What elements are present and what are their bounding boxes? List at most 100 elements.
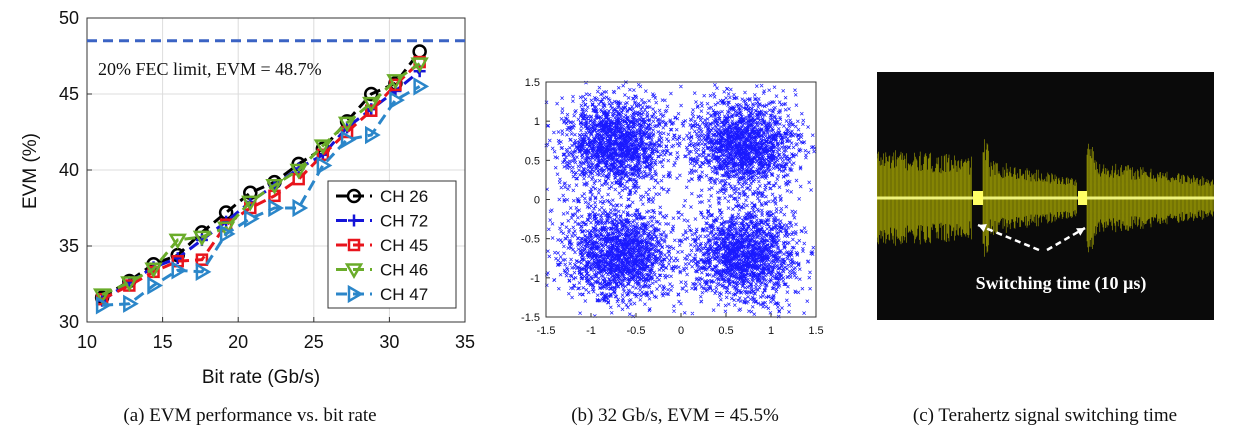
data-point [192,230,212,247]
waveform-trace [877,139,1214,257]
x-tick-label: -0.5 [627,325,646,337]
x-tick-label: 10 [77,332,97,352]
y-tick-label: -0.5 [521,234,540,246]
y-tick-label: 50 [59,8,79,28]
y-tick-label: -1 [530,273,540,285]
caption-c: (c) Terahertz signal switching time [912,405,1178,426]
x-tick-label: 1 [768,325,774,337]
data-point [292,198,309,218]
x-tick-label: -1 [586,325,596,337]
switching-arrows [977,223,1086,252]
data-point [123,294,139,313]
data-point [265,178,284,195]
data-point [219,224,236,244]
data-point [171,261,188,280]
tick-labels: -1.5 -1 -0.5 0 0.5 1 1.5 -1.5 -1 -0.5 0 0.5 1 1.5 [521,77,824,337]
x-tick-label: 25 [304,332,324,352]
legend-marker [348,214,360,227]
data-point [292,172,305,186]
data-point [365,104,378,117]
y-tick-label: 45 [59,84,79,104]
y-tick-label: 40 [59,160,79,180]
data-point [289,163,308,180]
axes [86,17,466,323]
data-point [313,139,333,156]
x-tick-label: 1.5 [808,325,823,337]
x-tick-label: 35 [455,332,475,352]
data-point [268,198,284,218]
legend-marker [346,188,362,204]
tick-labels: 10 15 20 25 30 35 30 35 40 45 50 [59,8,475,352]
legend-label: CH 47 [380,285,428,304]
data-series [92,44,430,315]
data-point [365,125,381,145]
data-point [168,233,187,250]
legend-marker [347,284,364,304]
series-line [101,62,421,297]
switching-waveform: Switching time (10 µs) [877,72,1214,320]
x-tick-label: 30 [379,332,399,352]
x-tick-label: 0 [678,325,684,337]
arrow-shaft [977,223,1040,252]
series-line [102,85,421,307]
constellation-points [544,80,817,319]
legend-label: CH 26 [380,187,428,206]
caption-a: (a) EVM performance vs. bit rate [123,405,377,426]
legend-label: CH 46 [380,261,428,280]
plot-frame [86,17,466,323]
data-point [389,90,405,110]
data-point [340,130,357,149]
data-point [410,57,429,74]
data-point [413,77,430,96]
switching-time-label: Switching time (10 µs) [976,273,1147,294]
legend-marker [347,238,361,252]
series-ch-47 [95,77,430,315]
data-point [244,209,260,228]
series-line [101,50,421,299]
y-tick-label: 0 [534,195,540,207]
caption-b: (b) 32 Gb/s, EVM = 45.5% [571,405,779,426]
x-tick-label: -1.5 [537,325,556,337]
data-point [195,262,212,282]
evm-vs-bitrate-chart: 10 15 20 25 30 35 30 35 40 45 50 20% FEC limit, EV… [20,8,475,388]
legend-marker [344,263,364,279]
legend-label: CH 72 [380,212,428,231]
arrow-head [978,224,987,232]
data-point [147,276,164,295]
switching-gap-glow [1078,191,1087,205]
y-tick-label: 35 [59,236,79,256]
x-tick-label: 20 [228,332,248,352]
data-point [95,296,112,315]
legend-label: CH 45 [380,236,428,255]
constellation-symbols [544,80,817,319]
data-point [241,195,260,212]
axes [545,81,817,318]
data-point [316,156,333,175]
data-point [364,86,379,102]
data-point [144,262,163,279]
data-point [362,96,381,113]
series-ch-46 [92,57,429,305]
data-point [412,44,427,59]
y-tick-label: 1 [534,116,540,128]
y-tick-label: 1.5 [525,77,540,89]
y-tick-label: 30 [59,312,79,332]
data-point [92,288,112,305]
x-axis-label: Bit rate (Gb/s) [202,367,320,388]
constellation-chart: -1.5 -1 -0.5 0 0.5 1 1.5 -1.5 -1 -0.5 0 0.5 1 1.5 [521,77,824,337]
x-tick-label: 15 [153,332,173,352]
legend: CH 26 CH 72 CH 45 CH 46 CH 47 [327,180,457,309]
fec-limit-annotation: 20% FEC limit, EVM = 48.7% [98,59,322,79]
arrow-head [1076,228,1085,236]
data-point [120,276,139,292]
arrow-shaft [1046,226,1086,252]
data-point [386,74,405,90]
y-tick-label: 0.5 [525,155,540,167]
x-tick-label: 0.5 [718,325,733,337]
data-point [337,116,357,133]
data-point [316,148,330,162]
switching-gap-glow [973,191,983,205]
y-axis-label: EVM (%) [20,133,41,209]
y-tick-label: -1.5 [521,312,540,324]
data-point [195,253,209,266]
